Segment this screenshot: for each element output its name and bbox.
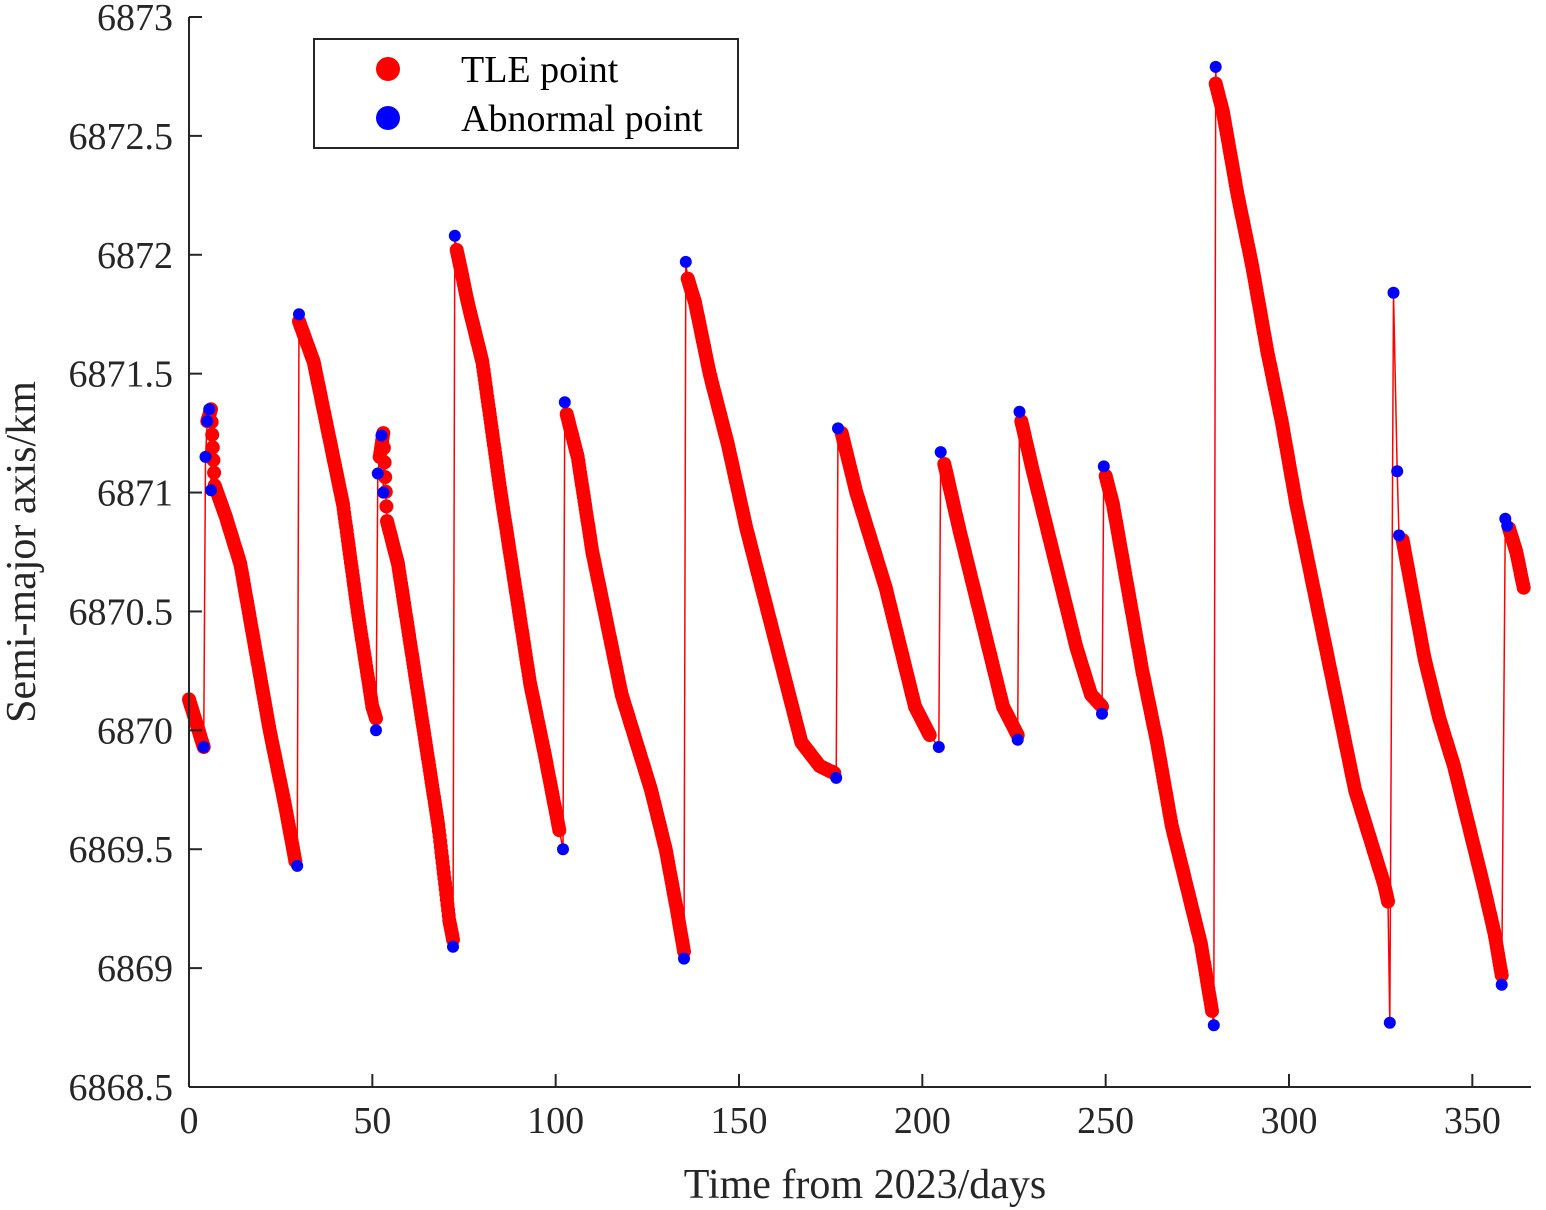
tle-point [377,455,392,470]
abnormal-point [370,724,382,737]
y-tick-label: 6872.5 [69,116,174,158]
abnormal-point [932,741,945,753]
tle-point [379,499,394,514]
legend-box [313,38,739,149]
abnormal-point [375,429,388,442]
abnormal-point [1383,1016,1396,1029]
abnormal-point [205,484,217,497]
abnormal-point [1011,733,1024,746]
abnormal-point [377,486,390,499]
tle-point [207,465,222,480]
abnormal-point [679,255,692,268]
y-tick-label: 6869 [97,948,173,990]
tle-point [205,427,220,442]
y-tick-label: 6870 [97,710,173,752]
abnormal-point [1393,529,1405,542]
y-tick-label: 6869.5 [69,829,174,871]
abnormal-point [201,415,214,428]
tle-point [1205,1003,1219,1018]
x-tick-label: 250 [1077,1100,1134,1142]
abnormal-point [448,229,461,242]
x-tick-label: 0 [180,1100,199,1142]
ticks: 0 50 100 150 200 250 300 350 6868.5 6869 6869.5 687… [69,0,1501,1142]
legend: TLE point Abnormal point [313,38,739,149]
abnormal-point [1501,519,1514,532]
abnormal-point [558,396,571,409]
y-tick-label: 6871.5 [69,354,174,396]
x-tick-label: 300 [1261,1100,1318,1142]
tle-point [552,823,567,838]
y-tick-label: 6873 [97,0,173,39]
x-tick-label: 50 [353,1100,391,1142]
y-axis-label: Semi-major axis/km [0,381,45,723]
abnormal-point [203,403,216,416]
x-tick-label: 150 [711,1100,768,1142]
abnormal-point [1387,286,1400,299]
x-tick-label: 100 [527,1100,584,1142]
abnormal-point [1209,60,1222,73]
abnormal-point [197,741,210,753]
tle-point [1381,894,1395,909]
x-tick-label: 350 [1444,1100,1501,1142]
abnormal-point [447,940,459,953]
abnormal-point [1495,978,1508,991]
tle-point [205,440,220,455]
y-tick-label: 6871 [97,473,173,515]
legend-marker-tle [376,57,400,81]
tle-point [376,440,391,455]
abnormal-point [371,467,384,480]
y-tick-label: 6868.5 [69,1067,174,1109]
legend-label-abnormal: Abnormal point [461,98,703,140]
tle-point [1516,580,1531,595]
abnormal-point [291,859,304,872]
tle-point [1494,968,1509,983]
x-tick-label: 200 [894,1100,951,1142]
abnormal-point [830,771,843,784]
abnormal-point [832,422,844,435]
abnormal-point [557,843,569,856]
abnormal-point [934,446,947,459]
abnormal-point [1097,460,1110,473]
abnormal-point [1391,465,1404,478]
tle-point [369,711,383,726]
x-axis-label: Time from 2023/days [684,1162,1046,1208]
legend-marker-abnormal [376,106,400,130]
axes [188,17,1531,1088]
y-tick-label: 6872 [97,235,173,277]
legend-label-tle: TLE point [461,49,619,91]
abnormal-point [293,308,305,321]
y-tick-label: 6870.5 [69,591,174,633]
abnormal-point [678,952,690,965]
abnormal-point [1207,1019,1220,1032]
plot-marks [182,60,1531,1032]
tle-point [922,728,937,743]
abnormal-point [1013,405,1026,418]
abnormal-point [199,450,212,463]
abnormal-point [1096,707,1108,720]
